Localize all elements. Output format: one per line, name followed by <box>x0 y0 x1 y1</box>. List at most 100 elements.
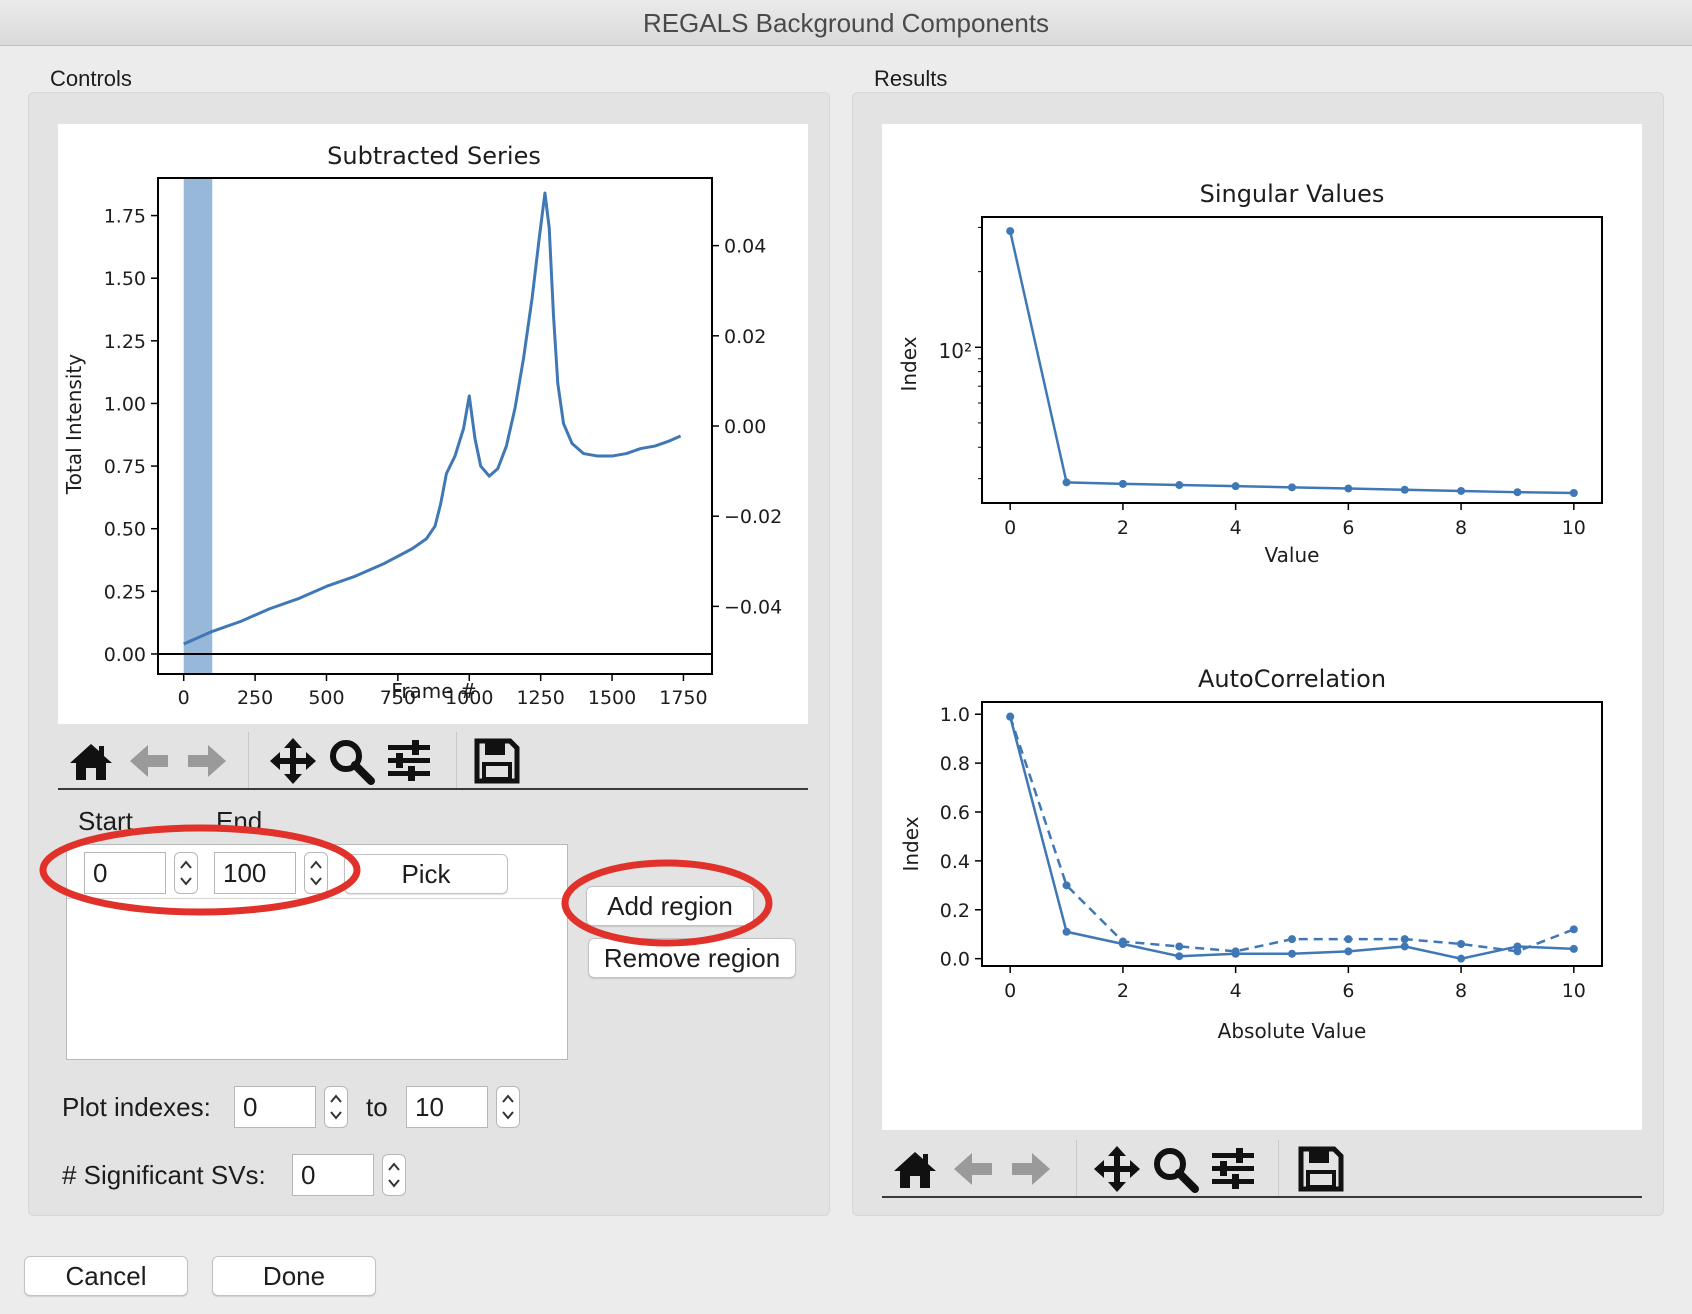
y-tick-label: 0.75 <box>104 456 146 478</box>
pan-icon[interactable] <box>1092 1144 1142 1194</box>
x-tick-label: 10 <box>1562 980 1586 1002</box>
autocorrelation-point <box>1457 940 1466 948</box>
autocorrelation-point <box>1344 935 1353 944</box>
results-charts: Singular Values 0 2 4 6 8 10 Value Index 10² … <box>897 180 1603 1043</box>
singular-values-title: Singular Values <box>1200 180 1385 208</box>
subtracted-series-canvas[interactable]: Subtracted Series 0 250 500 750 1000 1250 1500… <box>58 124 808 724</box>
y-tick-label: 0.0 <box>940 949 970 971</box>
x-tick-label: 750 <box>380 687 416 709</box>
window-title: REGALS Background Components <box>642 8 1050 38</box>
x-tick-label: 1000 <box>445 687 493 709</box>
autocorrelation-point <box>1175 942 1184 951</box>
save-icon[interactable] <box>472 736 522 786</box>
region-start-input[interactable]: 0 <box>84 852 166 894</box>
x-tick-label: 2 <box>1117 980 1129 1002</box>
home-icon[interactable] <box>66 736 116 786</box>
x-tick-label: 1250 <box>516 687 564 709</box>
autocorrelation-frame <box>981 701 1603 967</box>
singular-values-x-label: Value <box>1265 543 1320 567</box>
autocorrelation-point <box>1062 927 1071 936</box>
autocorrelation-point <box>1288 935 1296 944</box>
x-tick-label: 4 <box>1230 980 1242 1002</box>
forward-arrow-icon[interactable] <box>182 736 232 786</box>
y-tick-label: 1.75 <box>104 206 146 228</box>
back-arrow-icon[interactable] <box>124 736 174 786</box>
singular-values-y-label: Index <box>897 336 921 391</box>
annotation-ellipse-region-inputs <box>39 824 361 916</box>
zoom-icon[interactable] <box>1150 1144 1200 1194</box>
forward-arrow-icon[interactable] <box>1006 1144 1056 1194</box>
singular-value-point <box>1006 227 1015 236</box>
singular-value-point <box>1231 482 1240 491</box>
significant-svs-stepper[interactable] <box>382 1154 406 1196</box>
singular-value-point <box>1118 479 1127 488</box>
x-tick-label: 0 <box>1004 517 1016 539</box>
y-tick-label: 0.8 <box>940 753 970 775</box>
pick-button[interactable]: Pick <box>344 854 508 894</box>
y-tick-label: 0.2 <box>940 900 970 922</box>
x-tick-label: 4 <box>1230 517 1242 539</box>
y-tick-label: 0.00 <box>104 644 146 666</box>
plot-toolbar-right <box>882 1136 1642 1206</box>
autocorrelation-point <box>1457 954 1466 963</box>
plot-index-to-input[interactable]: 10 <box>406 1086 488 1128</box>
singular-value-point <box>1344 484 1353 493</box>
save-icon[interactable] <box>1296 1144 1346 1194</box>
x-tick-label: 0 <box>1004 980 1016 1002</box>
stepper-chevrons-icon <box>330 1094 342 1120</box>
annotation-ellipse-add-region <box>561 859 773 947</box>
toolbar-divider <box>882 1196 1642 1198</box>
y-axis-label: Total Intensity <box>62 354 86 495</box>
stepper-chevrons-icon <box>180 860 192 886</box>
plot-index-from-input[interactable]: 0 <box>234 1086 316 1128</box>
region-start-stepper[interactable] <box>174 852 198 894</box>
singular-value-point <box>1288 483 1296 492</box>
plot-frame <box>157 177 713 675</box>
autocorrelation-point <box>1062 881 1071 890</box>
add-region-button[interactable]: Add region <box>586 886 754 926</box>
region-end-input[interactable]: 100 <box>214 852 296 894</box>
y-tick-label: 0.6 <box>940 802 970 824</box>
results-group-label: Results <box>874 66 948 91</box>
plot-index-from-stepper[interactable] <box>324 1086 348 1128</box>
significant-svs-input[interactable]: 0 <box>292 1154 374 1196</box>
y2-tick-label: 0.02 <box>724 326 766 348</box>
subtracted-series-chart: Subtracted Series 0 250 500 750 1000 1250 1500… <box>62 142 782 709</box>
done-button[interactable]: Done <box>212 1256 376 1296</box>
autocorrelation-x-label: Absolute Value <box>1218 1019 1367 1043</box>
x-tick-label: 10 <box>1562 517 1586 539</box>
x-axis-label: Frame # <box>391 679 476 703</box>
x-tick-label: 8 <box>1455 980 1467 1002</box>
singular-value-point <box>1569 489 1578 498</box>
x-tick-label: 6 <box>1342 517 1354 539</box>
y-tick-label: 1.25 <box>104 331 146 353</box>
configure-subplots-icon[interactable] <box>384 736 434 786</box>
y-tick-label: 1.50 <box>104 268 146 290</box>
plot-indexes-to-label: to <box>366 1092 388 1122</box>
y2-tick-label: −0.04 <box>724 596 782 618</box>
region-end-stepper[interactable] <box>304 852 328 894</box>
home-icon[interactable] <box>890 1144 940 1194</box>
region-highlight-span <box>183 179 213 673</box>
x-tick-label: 2 <box>1117 517 1129 539</box>
configure-subplots-icon[interactable] <box>1208 1144 1258 1194</box>
x-tick-label: 1750 <box>659 687 707 709</box>
results-canvas[interactable]: Singular Values 0 2 4 6 8 10 Value Index 10² … <box>882 124 1642 1130</box>
zoom-icon[interactable] <box>326 736 376 786</box>
y-tick-label: 1.0 <box>940 704 970 726</box>
pan-icon[interactable] <box>268 736 318 786</box>
x-tick-label: 0 <box>178 687 190 709</box>
singular-values-y-tick: 10² <box>939 339 972 363</box>
autocorrelation-point <box>1118 937 1127 946</box>
singular-value-point <box>1062 478 1071 487</box>
significant-svs-label: # Significant SVs: <box>62 1160 266 1190</box>
plot-index-to-stepper[interactable] <box>496 1086 520 1128</box>
x-tick-label: 250 <box>237 687 273 709</box>
autocorrelation-title: AutoCorrelation <box>1198 665 1386 693</box>
autocorrelation-point <box>1344 947 1353 956</box>
toolbar-divider <box>58 788 808 790</box>
back-arrow-icon[interactable] <box>948 1144 998 1194</box>
cancel-button[interactable]: Cancel <box>24 1256 188 1296</box>
stepper-chevrons-icon <box>310 860 322 886</box>
autocorrelation-point <box>1513 947 1522 956</box>
